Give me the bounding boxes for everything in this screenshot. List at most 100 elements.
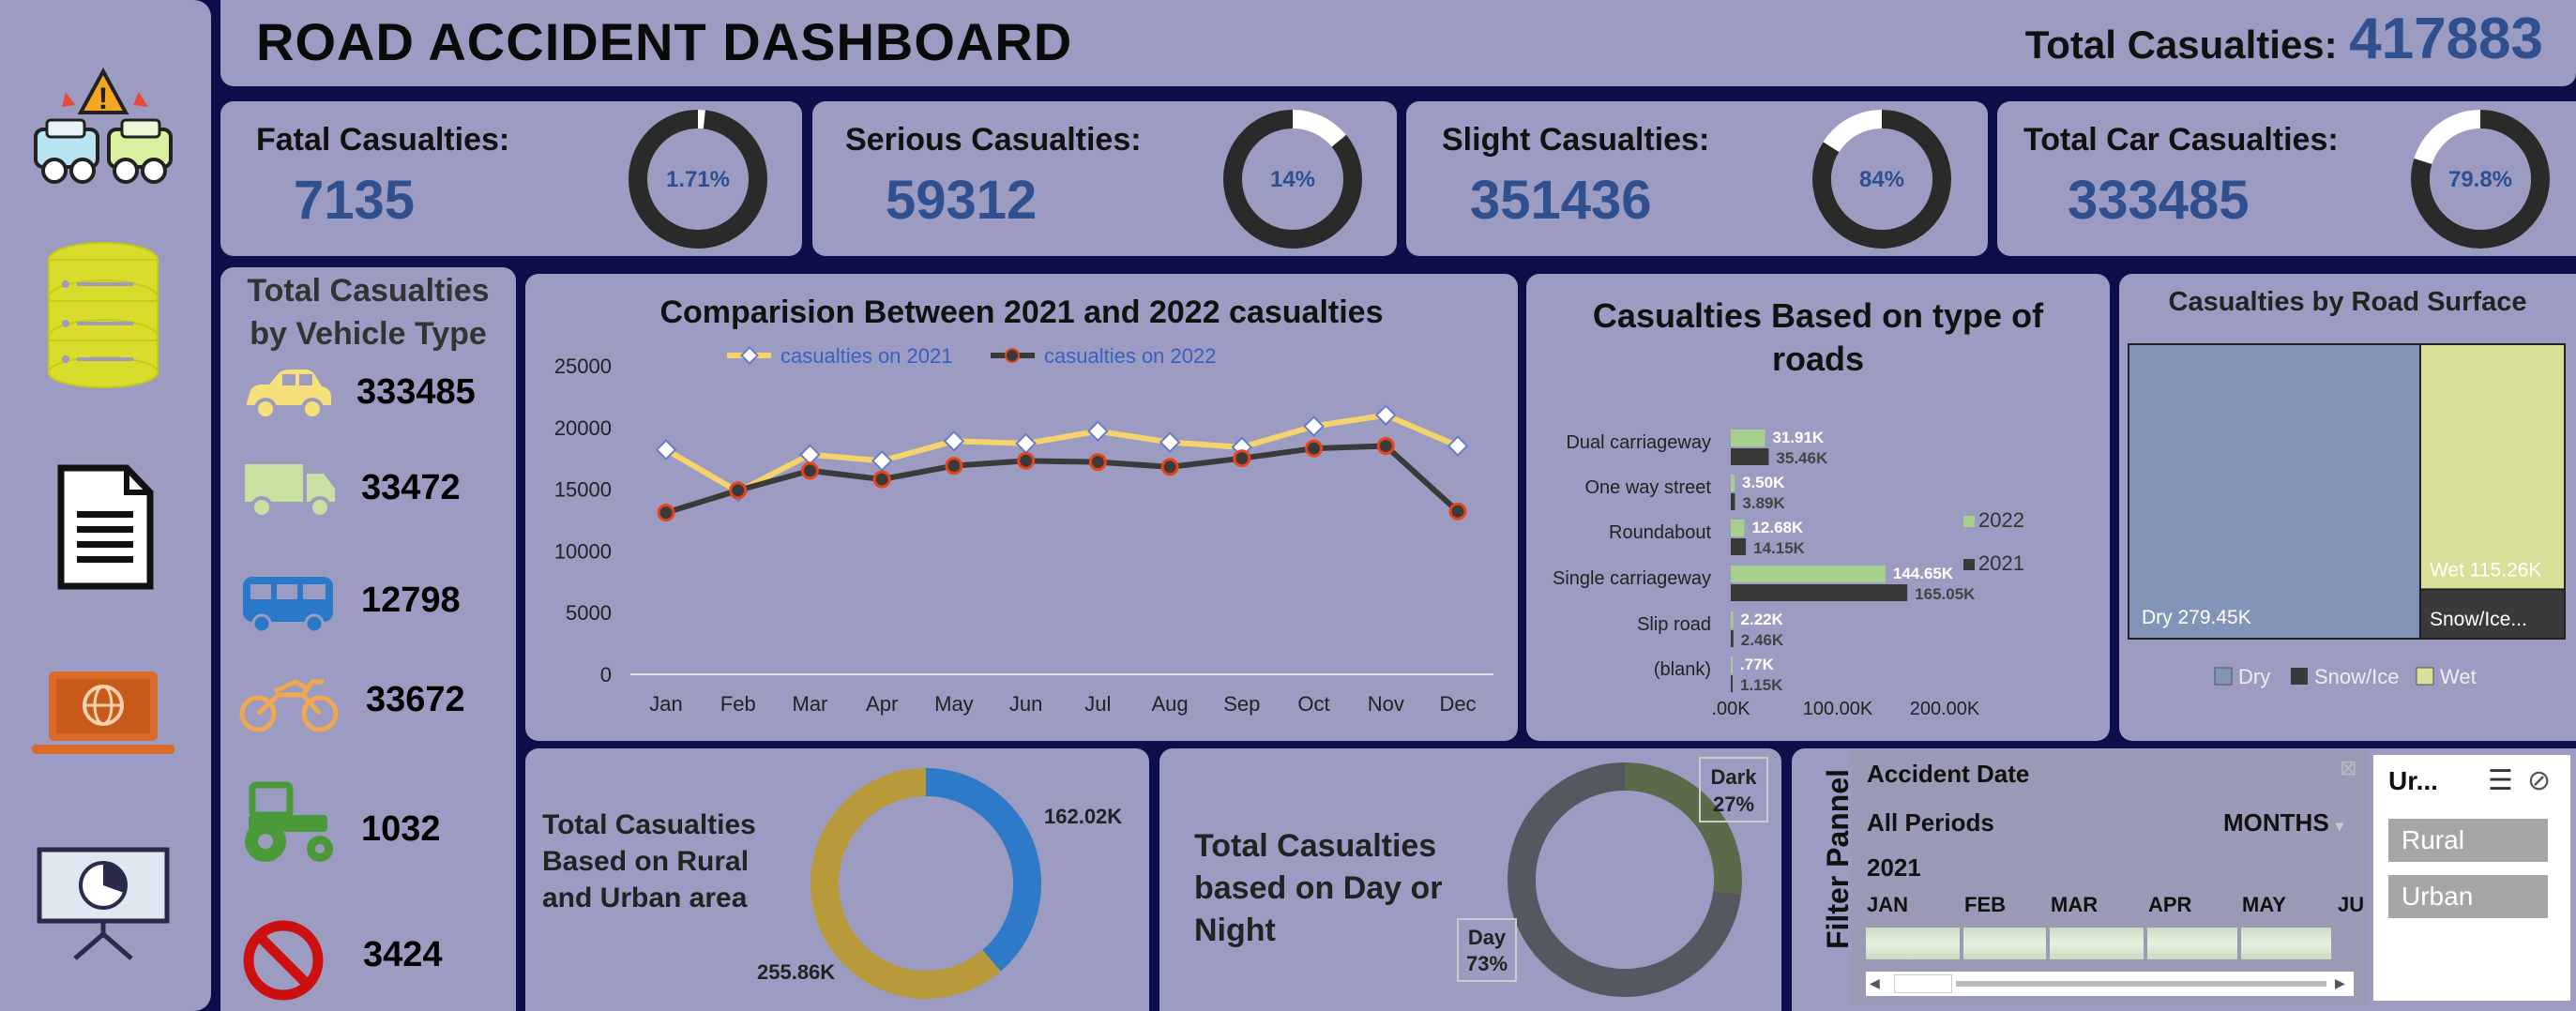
donut-day bbox=[1508, 762, 1742, 997]
total-label: Total Casualties: bbox=[2024, 23, 2338, 67]
timeline-month[interactable]: MAR bbox=[2051, 893, 2099, 916]
legend-wet: Wet bbox=[2440, 665, 2477, 688]
data-label-2022: 31.91K bbox=[1772, 429, 1825, 446]
car-crash-icon[interactable]: ! bbox=[28, 64, 178, 195]
data-label-2022: 144.65K bbox=[1893, 565, 1954, 582]
kpi-card-slight: Slight Casualties: 351436 84% bbox=[1406, 101, 1988, 256]
rural-label: 255.86K bbox=[757, 960, 835, 984]
data-point bbox=[1015, 432, 1037, 455]
laptop-globe-icon[interactable] bbox=[28, 668, 178, 799]
legend-snow: Snow/Ice bbox=[2314, 665, 2400, 688]
treemap-dry-label: Dry 279.45K bbox=[2142, 607, 2251, 628]
x-tick-label: Dec bbox=[1439, 692, 1476, 716]
bar-2022 bbox=[1731, 611, 1734, 628]
slicer-option-urban[interactable]: Urban bbox=[2388, 875, 2548, 918]
clear-filter-icon[interactable]: ⊠ bbox=[2340, 756, 2357, 779]
data-point bbox=[1305, 439, 1324, 458]
vehicle-title-line2: by Vehicle Type bbox=[250, 316, 487, 352]
road-surface-title: Casualties by Road Surface bbox=[2168, 287, 2527, 317]
timeline-cell[interactable] bbox=[1963, 928, 2046, 959]
x-tick-label: Jan bbox=[649, 692, 682, 716]
timeline-cell[interactable] bbox=[2147, 928, 2237, 959]
kpi-card-car: Total Car Casualties: 333485 79.8% bbox=[1997, 101, 2576, 256]
urban-label: 162.02K bbox=[1044, 805, 1122, 828]
timeline-unit-label: MONTHS bbox=[2223, 808, 2329, 837]
timeline-cell[interactable] bbox=[1866, 928, 1960, 959]
x-tick-label: 100.00K bbox=[1803, 699, 1873, 719]
data-point bbox=[1376, 437, 1395, 456]
x-tick-label: Sep bbox=[1223, 692, 1260, 716]
presentation-chart-icon[interactable] bbox=[28, 844, 178, 975]
treemap-dry bbox=[2128, 343, 2421, 640]
line-chart-title: Comparision Between 2021 and 2022 casual… bbox=[659, 294, 1384, 330]
donut-dark bbox=[1624, 762, 1742, 895]
scroll-thumb[interactable] bbox=[1894, 974, 1952, 993]
scroll-left-icon[interactable]: ◀ bbox=[1870, 975, 1880, 990]
data-point bbox=[1233, 449, 1251, 468]
multi-select-icon[interactable]: ☰ bbox=[2488, 765, 2513, 796]
data-point bbox=[655, 439, 677, 460]
no-entry-icon bbox=[243, 920, 324, 1001]
timeline-month[interactable]: FEB bbox=[1964, 893, 2006, 916]
kpi-pct-label: 79.8% bbox=[2448, 167, 2512, 192]
bar-2022 bbox=[1731, 566, 1886, 582]
data-label-2022: .77K bbox=[1740, 656, 1775, 673]
truck-icon bbox=[245, 464, 335, 519]
clear-filter-icon[interactable]: ⊘ bbox=[2527, 765, 2552, 796]
timeline-unit-dropdown[interactable]: MONTHS ▾ bbox=[2223, 808, 2343, 837]
x-tick-label: Mar bbox=[793, 692, 828, 716]
vehicle-value: 12798 bbox=[361, 581, 461, 620]
data-point bbox=[657, 504, 675, 522]
legend-2021: casualties on 2021 bbox=[780, 344, 952, 368]
document-icon[interactable] bbox=[28, 464, 178, 596]
donut-rural bbox=[811, 768, 1001, 999]
timeline-month[interactable]: APR bbox=[2148, 893, 2192, 916]
legend-2021: 2021 bbox=[1978, 551, 2024, 575]
data-label-2021: 2.46K bbox=[1741, 631, 1784, 649]
kpi-pct-label: 84% bbox=[1859, 167, 1904, 192]
x-tick-label: Jun bbox=[1009, 692, 1042, 716]
data-point bbox=[729, 481, 748, 500]
timeline-month[interactable]: JU bbox=[2338, 893, 2365, 916]
data-label-2022: 2.22K bbox=[1741, 611, 1784, 628]
filter-panel-label: Filter Pannel bbox=[1821, 768, 1855, 949]
kpi-pct-label: 1.71% bbox=[666, 167, 730, 192]
treemap-wet bbox=[2418, 343, 2567, 591]
road-type-title-line1: Casualties Based on type of bbox=[1592, 296, 2044, 335]
road-category-label: Single carriageway bbox=[1553, 568, 1711, 589]
timeline-bar[interactable] bbox=[1866, 928, 2335, 959]
vehicle-title-line1: Total Casualties bbox=[247, 273, 490, 309]
y-tick-label: 20000 bbox=[554, 416, 612, 440]
timeline-cell[interactable] bbox=[2241, 928, 2331, 959]
accident-date-timeline[interactable]: Accident Date ⊠ All Periods MONTHS ▾ 202… bbox=[1852, 750, 2368, 1005]
timeline-month[interactable]: JAN bbox=[1867, 893, 1909, 916]
timeline-month[interactable]: MAY bbox=[2242, 893, 2286, 916]
road-category-label: Dual carriageway bbox=[1566, 432, 1711, 453]
y-tick-label: 10000 bbox=[554, 539, 612, 563]
dn-title-line3: Night bbox=[1194, 913, 1276, 948]
scroll-track bbox=[1956, 981, 2326, 987]
vehicle-type-panel: Total Casualties by Vehicle Type 333485 … bbox=[220, 267, 516, 1011]
period-label: All Periods bbox=[1867, 808, 1994, 837]
legend-2022: 2022 bbox=[1978, 508, 2024, 532]
urban-rural-slicer[interactable]: Ur... ☰ ⊘ Rural Urban bbox=[2373, 755, 2570, 1001]
timeline-scrollbar[interactable]: ◀ ▶ bbox=[1866, 972, 2354, 996]
treemap-wet-label: Wet 115.26K bbox=[2430, 559, 2541, 581]
scroll-right-icon[interactable]: ▶ bbox=[2335, 975, 2345, 990]
database-icon[interactable] bbox=[28, 239, 178, 388]
dark-pct: 27% bbox=[1713, 792, 1754, 816]
kpi-value: 351436 bbox=[1470, 170, 1652, 231]
timeline-cell[interactable] bbox=[2050, 928, 2144, 959]
x-tick-label: Feb bbox=[720, 692, 756, 716]
vehicle-value: 3424 bbox=[363, 935, 443, 974]
road-category-label: Roundabout bbox=[1609, 522, 1711, 543]
data-point bbox=[871, 450, 893, 472]
road-type-title: Casualties Based on type of roads bbox=[1526, 294, 2110, 381]
data-point bbox=[1088, 453, 1107, 472]
bar-2021 bbox=[1731, 584, 1908, 601]
line-chart: casualties on 2021 casualties on 2022 25… bbox=[554, 344, 1493, 716]
kpi-label: Serious Casualties: bbox=[845, 122, 1142, 158]
dark-label: Dark bbox=[1711, 765, 1758, 789]
slicer-option-rural[interactable]: Rural bbox=[2388, 819, 2548, 862]
road-type-chart: Dual carriageway 31.91K 35.46K One way stre… bbox=[1553, 429, 2024, 719]
